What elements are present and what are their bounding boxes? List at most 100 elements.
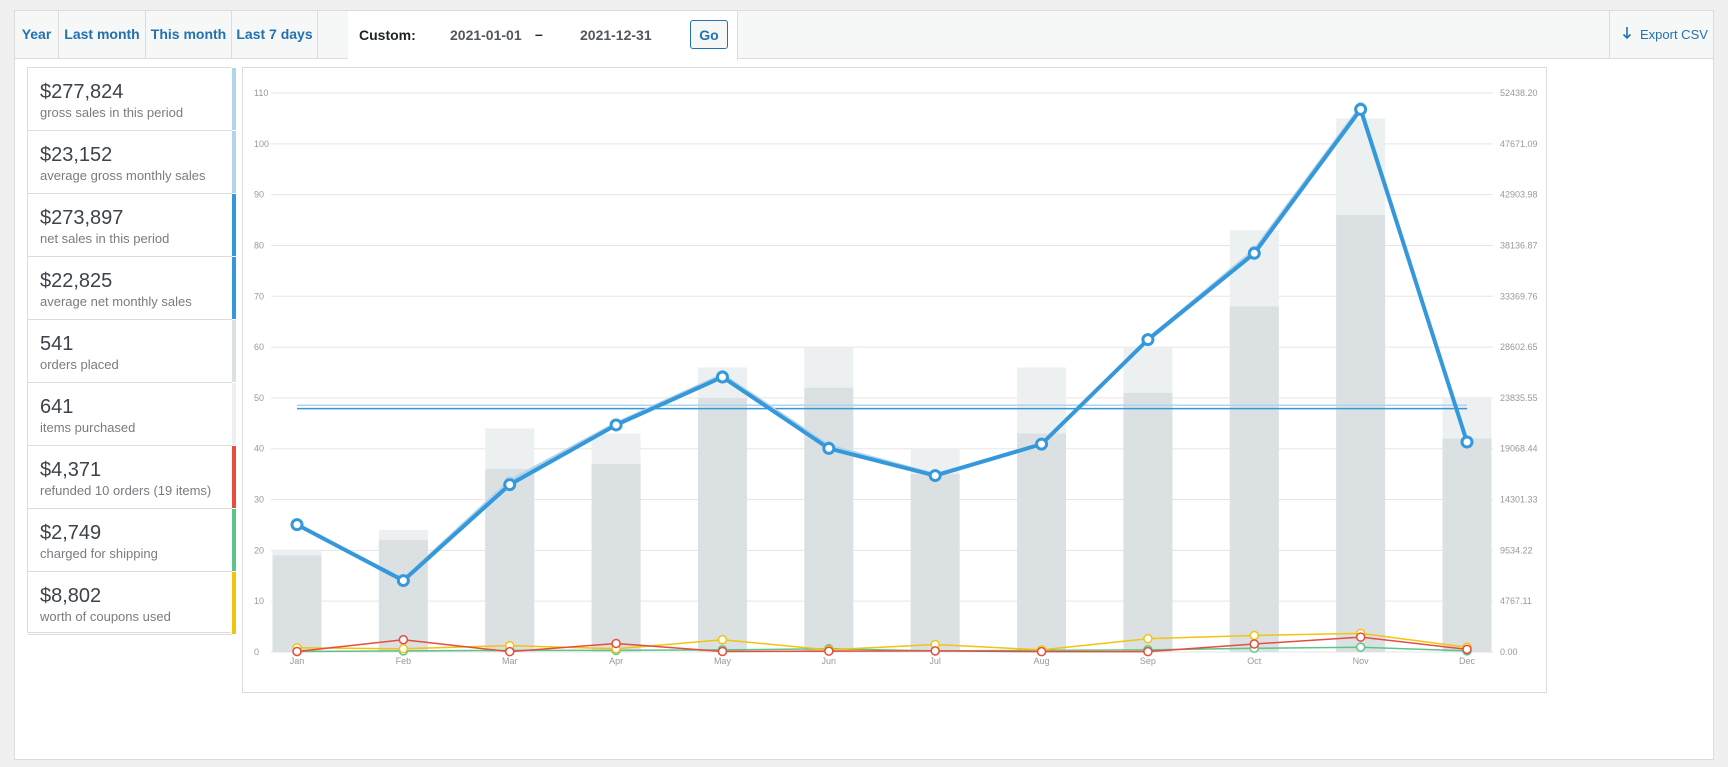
y-right-tick-label: 14301.33: [1500, 495, 1538, 505]
y-left-tick-label: 90: [254, 190, 264, 200]
y-left-tick-label: 40: [254, 444, 264, 454]
x-tick-label: Sep: [1140, 656, 1156, 666]
legend-color-strip: [232, 194, 236, 256]
x-tick-label: Feb: [396, 656, 412, 666]
y-left-tick-label: 110: [254, 88, 268, 98]
y-right-tick-label: 4767.11: [1500, 596, 1532, 606]
legend-refunds[interactable]: $4,371 refunded 10 orders (19 items): [28, 446, 236, 509]
legend-color-strip: [232, 131, 236, 193]
net-point: [928, 469, 942, 483]
legend-description: worth of coupons used: [40, 609, 171, 624]
legend-color-strip: [232, 320, 236, 382]
y-left-tick-label: 80: [254, 240, 264, 250]
export-csv-button[interactable]: Export CSV: [1609, 11, 1713, 58]
download-arrow-icon: [1622, 27, 1632, 40]
net-point: [290, 518, 304, 532]
legend-average-net[interactable]: $22,825 average net monthly sales: [28, 257, 236, 320]
net-point: [715, 370, 729, 384]
legend-coupons[interactable]: $8,802 worth of coupons used: [28, 572, 236, 635]
legend-net-sales[interactable]: $273,897 net sales in this period: [28, 194, 236, 257]
refunds-line: [296, 636, 1468, 653]
y-left-tick-label: 50: [254, 393, 264, 403]
legend-description: average gross monthly sales: [40, 168, 206, 183]
x-tick-label: Jul: [929, 656, 941, 666]
y-left-tick-label: 70: [254, 291, 264, 301]
y-right-tick-label: 0.00: [1500, 647, 1518, 657]
x-tick-label: Mar: [502, 656, 518, 666]
orders-bar: [697, 397, 747, 652]
refunds-point: [824, 646, 834, 656]
net-point: [396, 574, 410, 588]
legend-color-strip: [232, 68, 236, 130]
orders-bar: [1336, 214, 1386, 653]
legend-description: average net monthly sales: [40, 294, 192, 309]
end-date-field[interactable]: 2021-12-31: [580, 27, 652, 43]
sales-chart-panel: 0 10 20 30 40 50 60 70 80 90 100 110 0.00 4767.11 9534…: [242, 67, 1547, 693]
legend-items-purchased[interactable]: 641 items purchased: [28, 383, 236, 446]
net-line: [296, 105, 1469, 583]
refunds-point: [292, 646, 302, 657]
refunds-point: [611, 638, 621, 649]
coupons-point: [398, 644, 409, 654]
x-tick-label: Nov: [1353, 656, 1370, 666]
orders-bar: [272, 555, 322, 652]
legend-value: $22,825: [40, 270, 113, 292]
tab-last-7-days[interactable]: Last 7 days: [232, 11, 318, 58]
refunds-point: [930, 646, 940, 656]
legend-color-strip: [232, 383, 236, 445]
custom-label: Custom:: [359, 27, 416, 43]
date-separator: –: [535, 26, 543, 42]
y-left-tick-label: 100: [254, 139, 269, 149]
legend-description: gross sales in this period: [40, 105, 184, 120]
legend-value: $277,824: [40, 81, 124, 103]
coupons-line: [296, 632, 1468, 651]
legend-value: $2,749: [40, 522, 102, 544]
legend-color-strip: [232, 446, 236, 508]
start-date-field[interactable]: 2021-01-01: [450, 27, 522, 43]
x-tick-label: Oct: [1247, 656, 1262, 666]
legend-value: $23,152: [40, 144, 113, 166]
chart-legend: $277,824 gross sales in this period $23,…: [27, 67, 236, 635]
y-left-tick-label: 10: [254, 596, 264, 606]
y-left-tick-label: 20: [254, 545, 264, 555]
orders-bar: [1442, 438, 1492, 652]
orders-bar: [591, 463, 641, 652]
legend-average-gross[interactable]: $23,152 average gross monthly sales: [28, 131, 236, 194]
legend-value: 641: [40, 396, 74, 418]
orders-bar: [1123, 392, 1173, 652]
legend-color-strip: [232, 257, 236, 319]
x-tick-label: Jan: [290, 656, 305, 666]
shipping-line: [296, 646, 1468, 653]
orders-bar: [1017, 433, 1067, 652]
y-left-tick-label: 0: [254, 647, 259, 657]
report-frame: Year Last month This month Last 7 days C…: [14, 10, 1714, 760]
y-right-tick-label: 19068.44: [1500, 444, 1538, 454]
refunds-point: [1249, 639, 1260, 649]
go-button[interactable]: Go: [690, 20, 728, 49]
refunds-point: [717, 646, 728, 657]
shipping-point: [1355, 642, 1366, 652]
orders-bar: [1229, 306, 1279, 652]
legend-description: items purchased: [40, 420, 136, 435]
legend-gross-sales[interactable]: $277,824 gross sales in this period: [28, 68, 236, 131]
orders-bar: [804, 387, 854, 652]
legend-shipping[interactable]: $2,749 charged for shipping: [28, 509, 236, 572]
range-bar: Year Last month This month Last 7 days C…: [15, 11, 1713, 60]
y-right-tick-label: 28602.65: [1500, 342, 1538, 352]
refunds-point: [398, 634, 409, 645]
net-point: [1247, 246, 1261, 260]
refunds-point: [1036, 646, 1047, 657]
tab-this-month[interactable]: This month: [146, 11, 232, 58]
y-right-tick-label: 33369.76: [1500, 291, 1538, 301]
tab-year[interactable]: Year: [15, 11, 59, 58]
coupons-point: [1249, 630, 1260, 641]
legend-orders-placed[interactable]: 541 orders placed: [28, 320, 236, 383]
y-left-tick-label: 60: [254, 342, 264, 352]
legend-value: $273,897: [40, 207, 124, 229]
y-left-tick-label: 30: [254, 495, 264, 505]
x-tick-label: Dec: [1459, 656, 1476, 666]
x-tick-label: May: [714, 656, 732, 666]
tab-last-month[interactable]: Last month: [59, 11, 146, 58]
legend-description: charged for shipping: [40, 546, 158, 561]
net-point: [1141, 333, 1155, 347]
